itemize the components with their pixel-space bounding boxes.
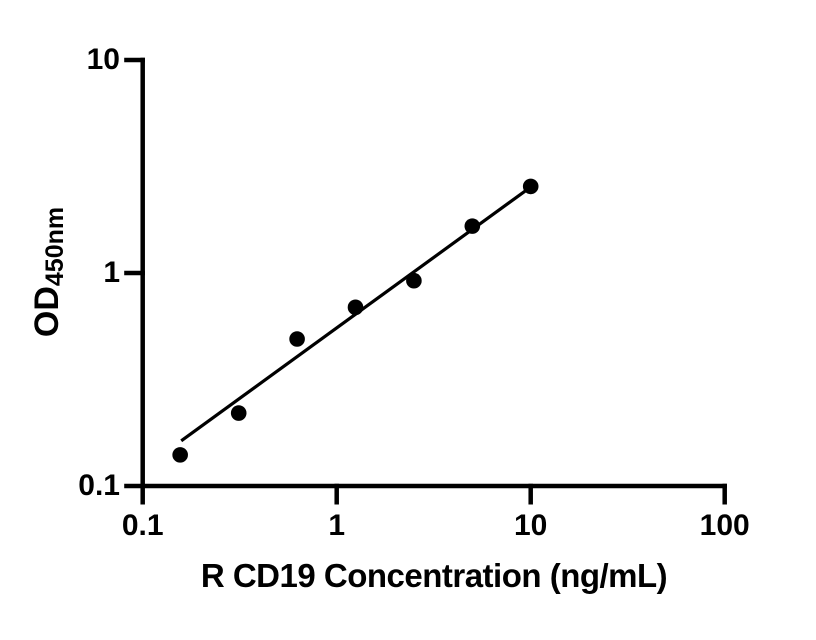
data-point — [464, 218, 481, 234]
y-axis-title-subscript: 450nm — [41, 206, 69, 287]
data-point — [406, 272, 422, 289]
y-tick-label: 10 — [86, 43, 120, 76]
x-tick-label: 0.1 — [121, 509, 164, 542]
x-tick-label: 1 — [328, 509, 346, 542]
y-tick-label: 1 — [103, 256, 120, 289]
data-point — [347, 299, 364, 316]
data-point — [172, 447, 188, 463]
data-point — [289, 331, 305, 347]
data-point — [230, 405, 247, 421]
x-tick-label: 100 — [699, 509, 750, 542]
y-axis-title: OD450nm — [28, 206, 69, 338]
y-tick-label: 0.1 — [78, 469, 120, 502]
x-tick-label: 10 — [514, 509, 548, 542]
y-axis-title-main: OD — [28, 286, 66, 338]
data-point — [522, 178, 539, 195]
x-axis-title: R CD19 Concentration (ng/mL) — [200, 557, 668, 594]
